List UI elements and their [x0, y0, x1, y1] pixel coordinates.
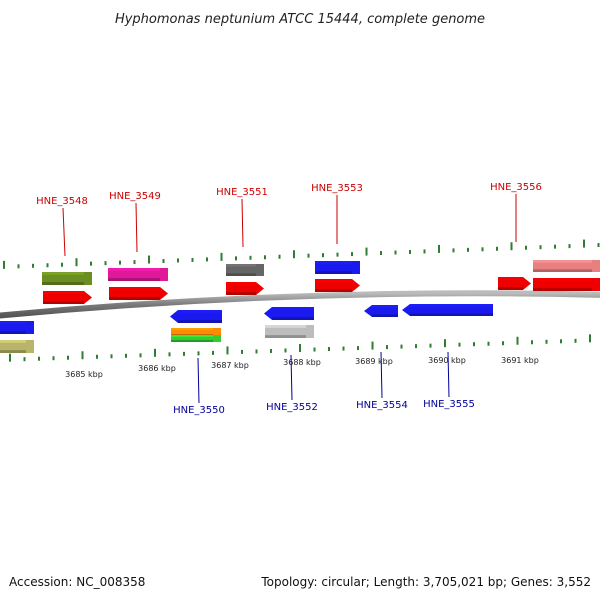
gene-feature-highlight — [533, 260, 592, 263]
gene-label-hne-3548[interactable]: HNE_3548 — [36, 196, 88, 207]
gene-feature-highlight — [171, 328, 213, 330]
gene-feature-shadow — [226, 292, 256, 295]
gene-feature-shadow — [533, 288, 592, 291]
gene-label-hne-3555[interactable]: HNE_3555 — [423, 399, 475, 410]
scale-label: 3685 kbp — [65, 370, 103, 379]
gene-feature-highlight — [226, 264, 256, 267]
reverse-label-leader — [197, 357, 200, 404]
gene-label-hne-3554[interactable]: HNE_3554 — [356, 400, 408, 411]
gene-feature-shadow — [533, 269, 592, 272]
gene-label-hne-3551[interactable]: HNE_3551 — [216, 187, 268, 198]
gene-feature-shadow — [0, 350, 26, 353]
scale-label: 3689 kbp — [355, 357, 393, 366]
gene-feature-red — [43, 291, 92, 304]
forward-tick-track — [3, 239, 600, 269]
gene-feature-khaki — [0, 340, 34, 353]
gene-label-hne-3553[interactable]: HNE_3553 — [311, 183, 363, 194]
gene-feature-shadow — [42, 282, 84, 285]
gene-feature-shadow — [108, 278, 160, 281]
gene-features — [0, 260, 600, 353]
label-leaders — [62, 194, 517, 404]
scale-label: 3688 kbp — [283, 358, 321, 367]
gene-feature-highlight — [0, 340, 26, 343]
gene-feature-shadow — [315, 289, 352, 292]
gene-feature-highlight — [43, 291, 84, 294]
gene-feature-olive — [42, 272, 92, 285]
forward-label-leader — [62, 207, 66, 257]
accession-text: Accession: NC_008358 — [9, 575, 145, 589]
gene-feature-shadow — [498, 287, 523, 290]
gene-feature-shadow — [315, 271, 352, 274]
gene-feature-highlight — [372, 305, 398, 308]
scale-label: 3691 kbp — [501, 356, 539, 365]
genome-backbone — [0, 290, 600, 319]
reverse-tick-track — [9, 334, 591, 362]
scale-label: 3687 kbp — [211, 361, 249, 370]
gene-feature-shadow — [0, 331, 26, 334]
gene-feature-blue — [315, 261, 360, 274]
gene-feature-silver — [265, 325, 314, 338]
gene-feature-highlight — [0, 321, 26, 324]
gene-feature-blue — [170, 310, 222, 323]
gene-feature-highlight — [178, 310, 222, 313]
gene-feature-blue — [264, 307, 314, 320]
reverse-label-leader — [380, 351, 383, 399]
gene-feature-salmon — [533, 260, 600, 272]
topology-text: Topology: circular; Length: 3,705,021 bp… — [260, 575, 591, 589]
gene-feature-shadow — [43, 301, 84, 304]
gene-feature-red — [109, 287, 168, 300]
forward-label-leader — [241, 198, 244, 248]
gene-feature-shadow — [372, 314, 398, 317]
gene-feature-gray — [226, 264, 264, 276]
scale-label: 3686 kbp — [138, 364, 176, 373]
gene-feature-shadow — [272, 317, 314, 320]
gene-feature-shadow — [171, 340, 213, 342]
gene-feature-red — [533, 278, 600, 291]
gene-label-hne-3556[interactable]: HNE_3556 — [490, 182, 542, 193]
gene-feature-shadow — [109, 297, 160, 300]
gene-feature-blue — [364, 305, 398, 317]
gene-feature-red — [226, 282, 264, 295]
reverse-label-leader — [447, 351, 450, 398]
gene-label-hne-3552[interactable]: HNE_3552 — [266, 402, 318, 413]
gene-feature-red — [315, 279, 360, 292]
gene-feature-shadow — [265, 335, 306, 338]
forward-label-leader — [135, 202, 138, 253]
gene-feature-shadow — [410, 313, 493, 316]
gene-label-hne-3549[interactable]: HNE_3549 — [109, 191, 161, 202]
scale-label: 3690 kbp — [428, 356, 466, 365]
gene-feature-highlight — [108, 268, 160, 271]
gene-feature-blue — [402, 304, 493, 316]
gene-feature-shadow — [226, 273, 256, 276]
gene-feature-red — [498, 277, 531, 290]
gene-feature-magenta — [108, 268, 168, 281]
gene-feature-highlight — [265, 325, 306, 328]
gene-feature-highlight — [272, 307, 314, 310]
map-title: Hyphomonas neptunium ATCC 15444, complet… — [115, 12, 485, 27]
gene-feature-highlight — [410, 304, 493, 307]
gene-feature-blue — [0, 321, 34, 334]
gene-feature-highlight — [226, 282, 256, 285]
gene-label-hne-3550[interactable]: HNE_3550 — [173, 405, 225, 416]
gene-feature-highlight — [315, 261, 352, 264]
gene-feature-highlight — [533, 278, 592, 281]
reverse-label-leader — [290, 354, 293, 401]
gene-feature-highlight — [315, 279, 352, 282]
gene-feature-highlight — [171, 335, 213, 337]
gene-feature-highlight — [498, 277, 523, 280]
gene-feature-highlight — [42, 272, 84, 275]
gene-feature-highlight — [109, 287, 160, 290]
gene-feature-shadow — [178, 320, 222, 323]
